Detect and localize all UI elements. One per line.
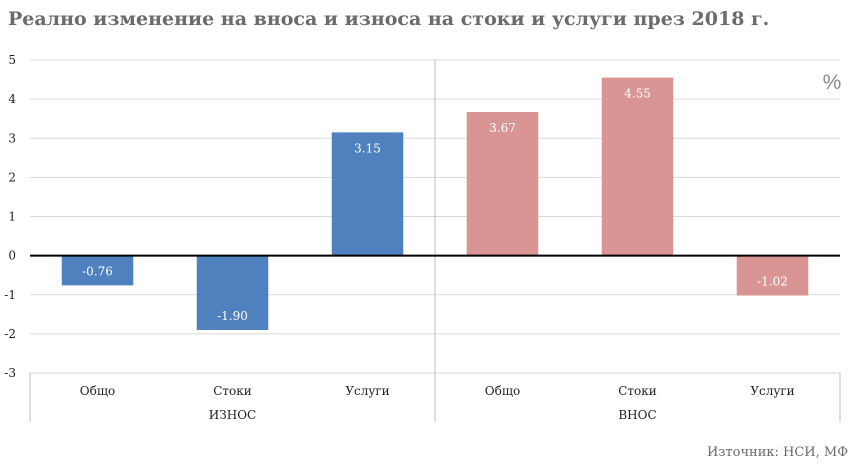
unit-label: % xyxy=(823,71,842,94)
bar xyxy=(331,132,404,256)
data-label: -0.76 xyxy=(82,264,113,278)
data-label: 3.67 xyxy=(489,121,516,135)
x-category-label: Стоки xyxy=(213,384,252,398)
x-category-label: Услуги xyxy=(750,384,794,398)
bar xyxy=(466,112,539,256)
y-tick-label: -2 xyxy=(4,327,16,341)
data-label: -1.90 xyxy=(217,309,248,323)
y-tick-label: 2 xyxy=(8,170,16,184)
y-tick-label: 4 xyxy=(8,92,16,106)
x-group-label: ВНОС xyxy=(618,408,656,422)
data-label: 4.55 xyxy=(624,87,651,101)
x-group-label: ИЗНОС xyxy=(209,408,256,422)
bar xyxy=(736,255,809,296)
data-label: -1.02 xyxy=(757,275,788,289)
y-tick-label: 0 xyxy=(8,249,16,263)
bar xyxy=(61,255,134,286)
x-category-label: Общо xyxy=(80,384,115,398)
y-tick-label: 3 xyxy=(8,131,16,145)
bar xyxy=(196,255,269,330)
chart-title: Реално изменение на вноса и износа на ст… xyxy=(8,8,770,30)
y-tick-label: -3 xyxy=(4,366,16,380)
y-tick-label: 1 xyxy=(8,210,16,224)
x-category-label: Стоки xyxy=(618,384,657,398)
bar xyxy=(601,77,674,256)
source-note: Източник: НСИ, МФ xyxy=(707,445,848,460)
data-label: 3.15 xyxy=(354,141,381,155)
x-category-label: Услуги xyxy=(345,384,389,398)
y-tick-label: -1 xyxy=(4,288,16,302)
y-tick-label: 5 xyxy=(8,53,16,67)
x-category-label: Общо xyxy=(485,384,520,398)
